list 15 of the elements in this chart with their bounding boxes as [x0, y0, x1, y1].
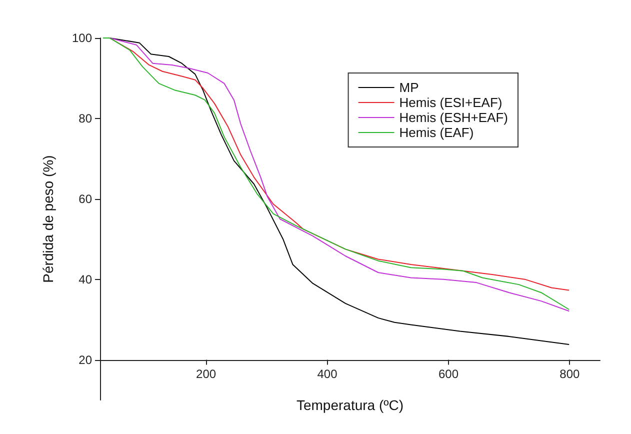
y-axis-title: Pérdida de peso (%): [40, 155, 56, 283]
y-tick-label: 40: [78, 272, 92, 286]
x-tick-label: 200: [196, 366, 216, 381]
y-tick-label: 80: [78, 111, 92, 126]
x-tick-label: 600: [438, 366, 459, 381]
x-tick-label: 800: [560, 366, 580, 381]
legend-label: Hemis (EAF): [399, 125, 474, 140]
legend-label: Hemis (ESI+EAF): [399, 95, 502, 110]
y-tick-label: 60: [78, 192, 92, 206]
x-axis-title: Temperatura (ºC): [296, 396, 404, 413]
legend-label: Hemis (ESH+EAF): [399, 110, 508, 125]
y-tick-label: 20: [78, 352, 92, 367]
x-tick-label: 400: [317, 366, 338, 381]
legend-label: MP: [399, 80, 419, 95]
y-tick-label: 100: [72, 31, 92, 45]
